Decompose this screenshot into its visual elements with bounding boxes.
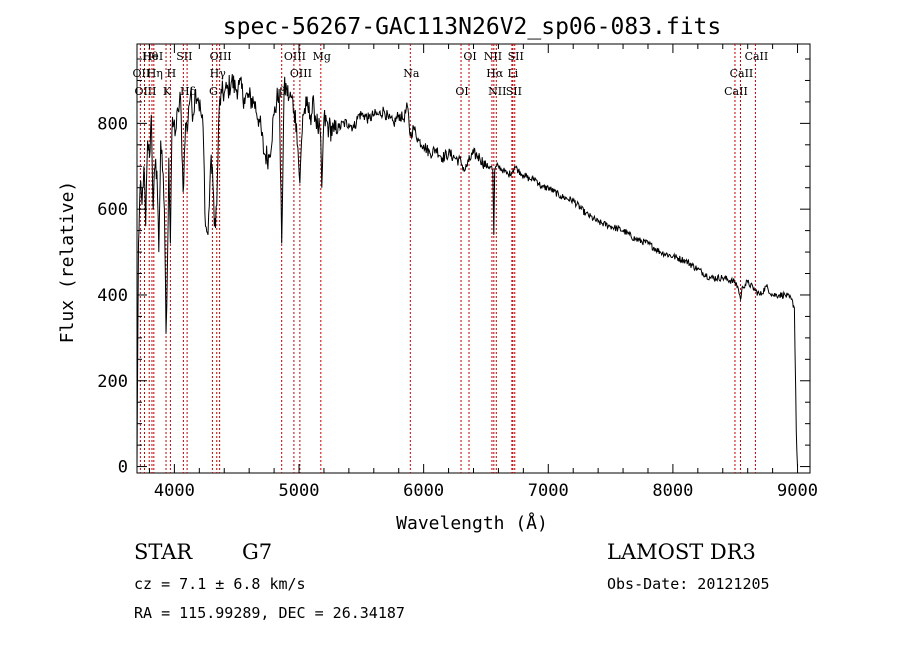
object-type: STAR <box>134 540 193 564</box>
line-label: OIII <box>290 67 312 80</box>
line-label: G <box>209 85 218 98</box>
obs-date: Obs-Date: 20121205 <box>607 575 770 593</box>
line-label: Hδ <box>180 85 197 98</box>
line-label: OIII <box>210 50 232 63</box>
line-label: SII <box>506 85 522 98</box>
x-tick-label: 5000 <box>279 481 320 501</box>
y-axis-label: Flux (relative) <box>57 181 78 344</box>
line-label: OI <box>455 85 468 98</box>
spectrum-line <box>136 74 798 467</box>
axis-ticks <box>137 44 810 473</box>
x-tick-label: 8000 <box>652 481 693 501</box>
line-label: OIII <box>284 50 306 63</box>
line-label: OII <box>133 67 151 80</box>
survey-name: LAMOST DR3 <box>607 540 756 564</box>
x-tick-label: 4000 <box>154 481 195 501</box>
line-label: Na <box>403 67 420 80</box>
coordinates: RA = 115.99289, DEC = 26.34187 <box>134 604 405 622</box>
line-label: OI <box>463 50 476 63</box>
subclass: G7 <box>242 540 273 564</box>
y-tick-label: 0 <box>118 458 128 478</box>
line-label: K <box>163 85 172 98</box>
line-label: CaII <box>745 50 769 63</box>
chart-title: spec-56267-GAC113N26V2_sp06-083.fits <box>223 14 722 40</box>
line-label: OIII <box>134 85 156 98</box>
line-label: HeI <box>143 50 163 63</box>
spectral-line-labels: Hθ OII OIII HeI HηK SII HHδ OIII Hγ G OIII OIII β Mg N… <box>133 50 769 98</box>
x-tick-label: 9000 <box>777 481 818 501</box>
line-label: Mg <box>313 50 331 63</box>
line-label: Hη <box>147 67 163 80</box>
line-label: Li <box>507 67 518 80</box>
x-tick-label: 7000 <box>528 481 569 501</box>
y-tick-label: 200 <box>97 372 128 392</box>
line-label: CaII <box>724 85 748 98</box>
x-tick-labels: 4000 5000 6000 7000 8000 9000 <box>154 481 818 501</box>
spectral-line-markers <box>139 44 756 473</box>
line-label: β <box>280 85 286 98</box>
x-axis-label: Wavelength (Å) <box>396 512 548 534</box>
line-label: SII <box>508 50 524 63</box>
y-tick-label: 800 <box>97 114 128 134</box>
y-tick-label: 600 <box>97 200 128 220</box>
line-label: H <box>167 67 177 80</box>
plot-frame <box>136 43 811 474</box>
line-label: CaII <box>730 67 754 80</box>
line-label: NII <box>484 50 502 63</box>
line-label: Hα <box>486 67 504 80</box>
redshift-value: cz = 7.1 ± 6.8 km/s <box>134 575 306 593</box>
line-label: Hθ <box>142 50 159 63</box>
line-label: NII <box>488 85 506 98</box>
line-label: Hγ <box>210 67 227 80</box>
line-label: SII <box>176 50 192 63</box>
x-tick-label: 6000 <box>403 481 444 501</box>
y-tick-labels: 0 200 400 600 800 <box>97 114 128 477</box>
y-tick-label: 400 <box>97 286 128 306</box>
